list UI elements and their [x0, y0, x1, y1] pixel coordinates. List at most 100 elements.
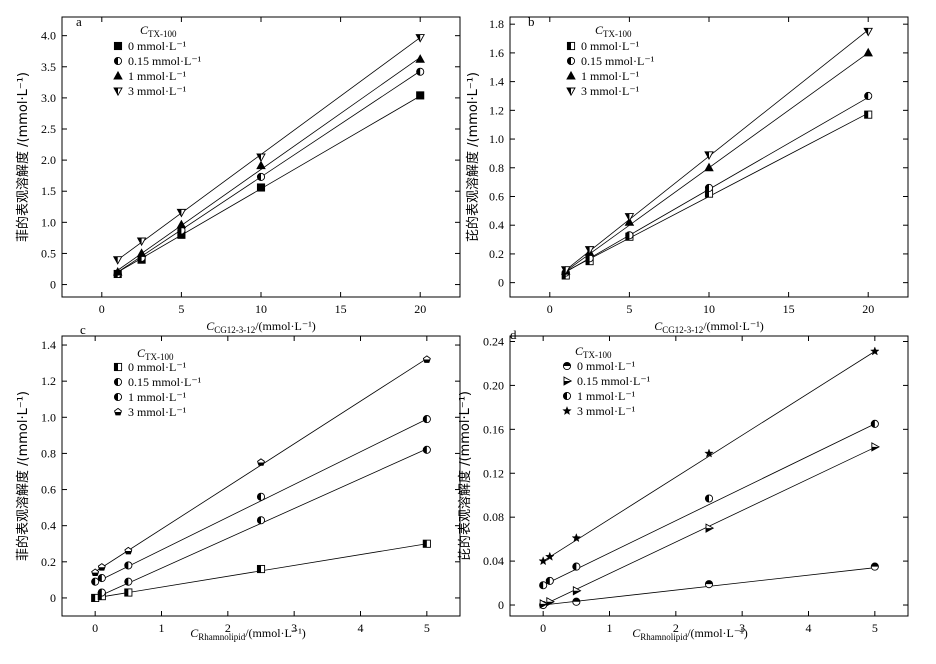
legend-title-sub: TX-100	[603, 29, 632, 39]
plot-frame	[61, 335, 461, 617]
y-tick-label: 1.0	[41, 410, 56, 424]
y-tick-label: 0.4	[489, 218, 504, 232]
y-tick-label: 0	[498, 598, 504, 612]
legend-label: 0.15 mmol·L⁻¹	[128, 54, 202, 68]
y-tick-label: 0.24	[483, 334, 504, 348]
data-point	[124, 561, 133, 570]
data-point	[705, 523, 715, 533]
legend-title: CTX-100	[140, 23, 177, 39]
panel-b: b 芘的表观溶解度 /(mmol·L⁻¹) CCG12-3-12/(mmol·L…	[465, 14, 909, 335]
x-tick-label: 4	[358, 621, 364, 635]
data-point	[91, 568, 100, 577]
x-axis-title-rest: /(mmol·L⁻¹)	[703, 319, 764, 333]
y-tick-label: 0.6	[41, 483, 56, 497]
fit-line	[117, 70, 421, 273]
y-tick-label: 0	[50, 278, 56, 292]
x-axis-title-sub: CG12-3-12	[662, 325, 703, 335]
data-point	[624, 217, 635, 226]
data-point	[256, 516, 266, 525]
legend-marker	[113, 392, 123, 402]
x-tick-label: 4	[806, 621, 812, 635]
y-axis-title: 芘的表观溶解度 /(mmol·L⁻¹)	[457, 391, 473, 561]
data-point	[422, 539, 431, 548]
data-point	[415, 54, 425, 63]
data-point	[256, 160, 266, 170]
legend-label: 0 mmol·L⁻¹	[581, 39, 640, 53]
legend-label: 1 mmol·L⁻¹	[581, 69, 640, 83]
x-tick-label: 5	[424, 621, 430, 635]
x-axis-title: CCG12-3-12/(mmol·L⁻¹)	[654, 319, 764, 335]
legend-marker	[562, 391, 572, 401]
x-tick-label: 5	[626, 302, 632, 316]
legend: 0 mmol·L⁻¹0.15 mmol·L⁻¹1 mmol·L⁻¹3 mmol·…	[562, 359, 651, 418]
legend-title-sub: TX-100	[145, 352, 174, 362]
x-tick-label: 1	[159, 621, 165, 635]
y-tick-label: 3.0	[41, 91, 56, 105]
data-point	[560, 266, 571, 275]
data-point	[704, 162, 714, 172]
x-tick-label: 15	[783, 302, 795, 316]
legend-marker	[566, 56, 576, 66]
axis-ticks: 0 1 2 3 4 5 0 0.04 0.08 0.12 0.16 0.20 0.24	[483, 334, 908, 635]
y-tick-label: 1.5	[41, 184, 56, 198]
data-point	[97, 563, 106, 571]
data-point	[704, 494, 714, 503]
panel-label: b	[528, 14, 535, 29]
legend-title-sub: TX-100	[148, 29, 177, 39]
x-axis-title: CRhamnolipid/(mmol·L⁻¹)	[632, 626, 748, 642]
data-point	[572, 597, 581, 606]
data-point	[97, 588, 106, 597]
fit-line	[94, 418, 428, 583]
legend-marker	[113, 56, 123, 66]
legend-label: 3 mmol·L⁻¹	[577, 404, 636, 418]
y-tick-label: 0.20	[483, 378, 504, 392]
fit-line	[565, 112, 869, 272]
series-1	[539, 562, 879, 610]
y-tick-label: 2.5	[41, 122, 56, 136]
y-tick-label: 1.4	[41, 338, 56, 352]
data-point	[422, 415, 431, 424]
x-axis-title-main: C	[190, 626, 199, 640]
x-axis-title-main: C	[654, 319, 663, 333]
legend-marker	[566, 87, 576, 97]
y-tick-label: 0.04	[483, 554, 504, 568]
legend: 0 mmol·L⁻¹0.15 mmol·L⁻¹1 mmol·L⁻¹3 mmol·…	[566, 39, 655, 98]
legend-label: 1 mmol·L⁻¹	[577, 389, 636, 403]
legend-title: CTX-100	[137, 346, 174, 362]
legend-label: 0 mmol·L⁻¹	[128, 39, 187, 53]
x-tick-label: 5	[178, 302, 184, 316]
series-4	[112, 34, 425, 265]
y-tick-label: 0.16	[483, 422, 504, 436]
x-tick-label: 1	[607, 621, 613, 635]
data-point	[625, 231, 634, 240]
fit-line	[565, 52, 869, 272]
x-tick-label: 3	[739, 621, 745, 635]
data-point	[97, 574, 106, 583]
data-point	[256, 183, 266, 192]
x-tick-label: 20	[862, 302, 874, 316]
axis-ticks: 0 5 10 15 20 0 0.5 1.0 1.5 2.0 2.5 3.0 3.5 4.0	[41, 17, 460, 316]
data-point	[136, 248, 147, 257]
x-tick-label: 2	[673, 621, 679, 635]
y-axis-title: 菲的表观溶解度 /(mmol·L⁻¹)	[15, 72, 31, 242]
series-1	[561, 110, 873, 280]
y-tick-label: 0.5	[41, 246, 56, 260]
x-tick-label: 20	[414, 302, 426, 316]
y-tick-label: 1.4	[489, 75, 504, 89]
series-3	[112, 54, 425, 276]
legend: 0 mmol·L⁻¹0.15 mmol·L⁻¹1 mmol·L⁻¹3 mmol·…	[113, 360, 202, 419]
data-point	[864, 91, 873, 101]
data-point	[870, 346, 880, 356]
data-point	[624, 213, 635, 222]
data-point	[704, 151, 714, 160]
legend-title-main: C	[575, 344, 584, 358]
legend-label: 3 mmol·L⁻¹	[128, 84, 187, 98]
x-tick-label: 10	[703, 302, 715, 316]
fit-line	[117, 57, 421, 271]
x-axis-title: CCG12-3-12/(mmol·L⁻¹)	[206, 319, 316, 335]
data-point	[124, 577, 133, 586]
data-point	[416, 67, 425, 76]
data-point	[415, 34, 425, 43]
data-point	[704, 448, 714, 458]
